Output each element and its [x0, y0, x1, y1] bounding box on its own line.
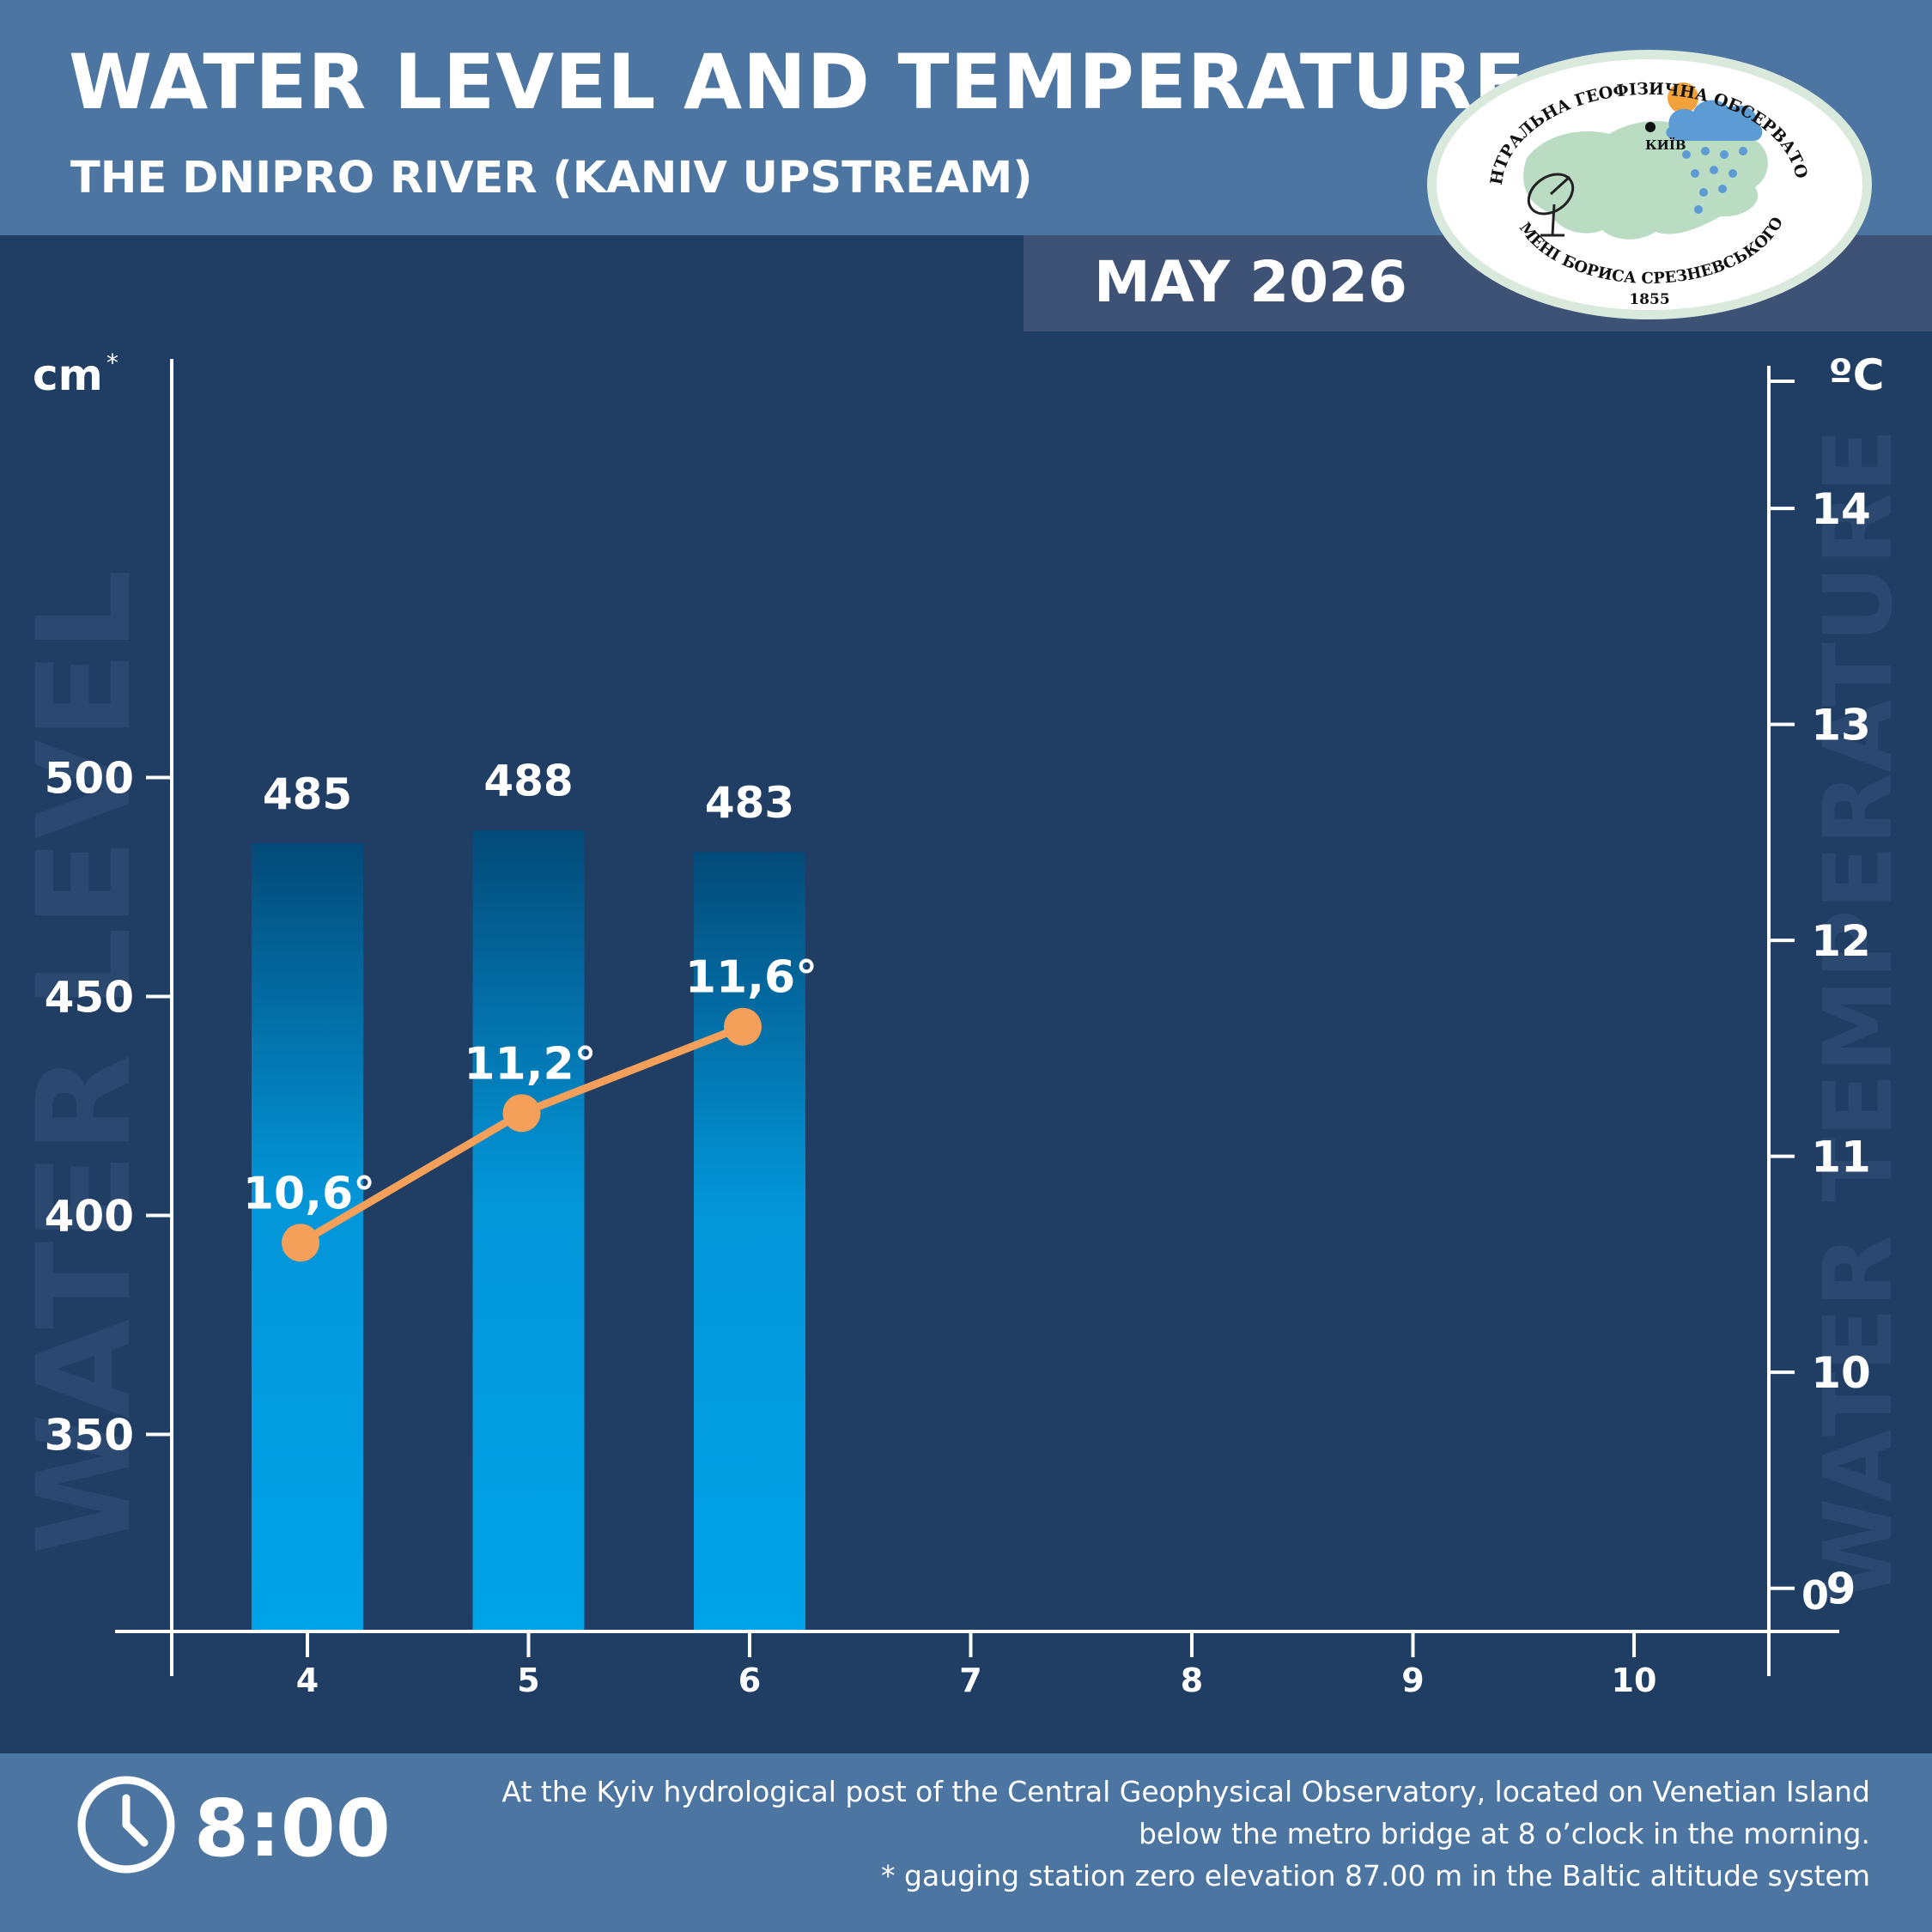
x-axis-tick-label: 10 — [1612, 1662, 1657, 1699]
logo-city: КИЇВ — [1645, 137, 1686, 153]
temperature-point — [502, 1094, 541, 1133]
right-axis-watermark: WATER TEMPERATURE — [1803, 428, 1913, 1602]
satellite-dish-icon — [1527, 173, 1575, 237]
right-axis-tick-label: 13 — [1811, 701, 1871, 750]
left-axis-tick-label: 500 — [45, 754, 134, 804]
right-axis-zero-label: 0 — [1801, 1572, 1829, 1619]
footer-note: At the Kyiv hydrological post of the Cen… — [501, 1771, 1870, 1897]
temperature-point-label: 10,6° — [243, 1168, 375, 1219]
level-bar-label: 488 — [483, 756, 573, 806]
observatory-logo: КИЇВ ЦЕНТРАЛЬНА ГЕОФІЗИЧНА ОБСЕРВАТОРІЯ … — [1425, 48, 1872, 319]
right-axis-tick-label: 9 — [1826, 1564, 1856, 1614]
month-label: MAY 2026 — [1094, 249, 1407, 315]
clock-icon — [77, 1776, 175, 1874]
sun-icon — [1668, 82, 1698, 113]
right-axis-tick-label: 14 — [1811, 484, 1871, 534]
right-axis-tick-label: 10 — [1811, 1348, 1871, 1398]
raindrops-icon — [1682, 147, 1747, 214]
temperature-point — [282, 1224, 319, 1262]
observation-time: 8:00 — [194, 1783, 391, 1874]
right-axis-tick-label: 11 — [1811, 1133, 1871, 1182]
x-axis-tick-label: 7 — [959, 1662, 981, 1699]
level-bar-label: 483 — [705, 778, 794, 828]
footer-band — [0, 1753, 1932, 1932]
x-axis-tick-label: 8 — [1181, 1662, 1203, 1699]
right-axis-tick-label: 12 — [1811, 916, 1871, 966]
left-axis-unit: cm — [33, 350, 103, 400]
x-axis-tick-label: 5 — [517, 1662, 539, 1699]
right-axis-unit: ºC — [1829, 350, 1885, 400]
footer-note-line: At the Kyiv hydrological post of the Cen… — [501, 1775, 1870, 1808]
left-axis-watermark: WATER LEVEL — [10, 569, 160, 1555]
level-bar — [472, 829, 585, 1631]
kyiv-dot-icon — [1645, 122, 1656, 132]
level-bar — [694, 852, 805, 1631]
level-bar-label: 485 — [263, 769, 352, 819]
cloud-icon — [1666, 100, 1763, 141]
x-axis-tick-label: 6 — [738, 1662, 761, 1699]
footer-note-line: below the metro bridge at 8 o’clock in t… — [1138, 1817, 1870, 1850]
x-axis-tick-label: 9 — [1401, 1662, 1424, 1699]
page-subtitle: THE DNIPRO RIVER (KANIV UPSTREAM) — [70, 153, 1033, 204]
page-title: WATER LEVEL AND TEMPERATURE — [69, 38, 1527, 126]
footer-note-line: * gauging station zero elevation 87.00 m… — [881, 1859, 1870, 1893]
water-level-temperature-chart: WATER LEVEL WATER TEMPERATURE 485 488 48335… — [10, 349, 1913, 1699]
temperature-point-label: 11,2° — [464, 1038, 596, 1090]
logo-year: 1855 — [1629, 291, 1669, 308]
left-axis-tick-label: 400 — [45, 1192, 134, 1242]
left-axis-unit-mark: * — [106, 349, 118, 377]
x-axis-tick-label: 4 — [296, 1662, 319, 1699]
temperature-point — [724, 1007, 762, 1046]
left-axis-tick-label: 450 — [45, 973, 134, 1023]
left-axis-tick-label: 350 — [45, 1411, 134, 1461]
temperature-point-label: 11,6° — [685, 952, 817, 1004]
